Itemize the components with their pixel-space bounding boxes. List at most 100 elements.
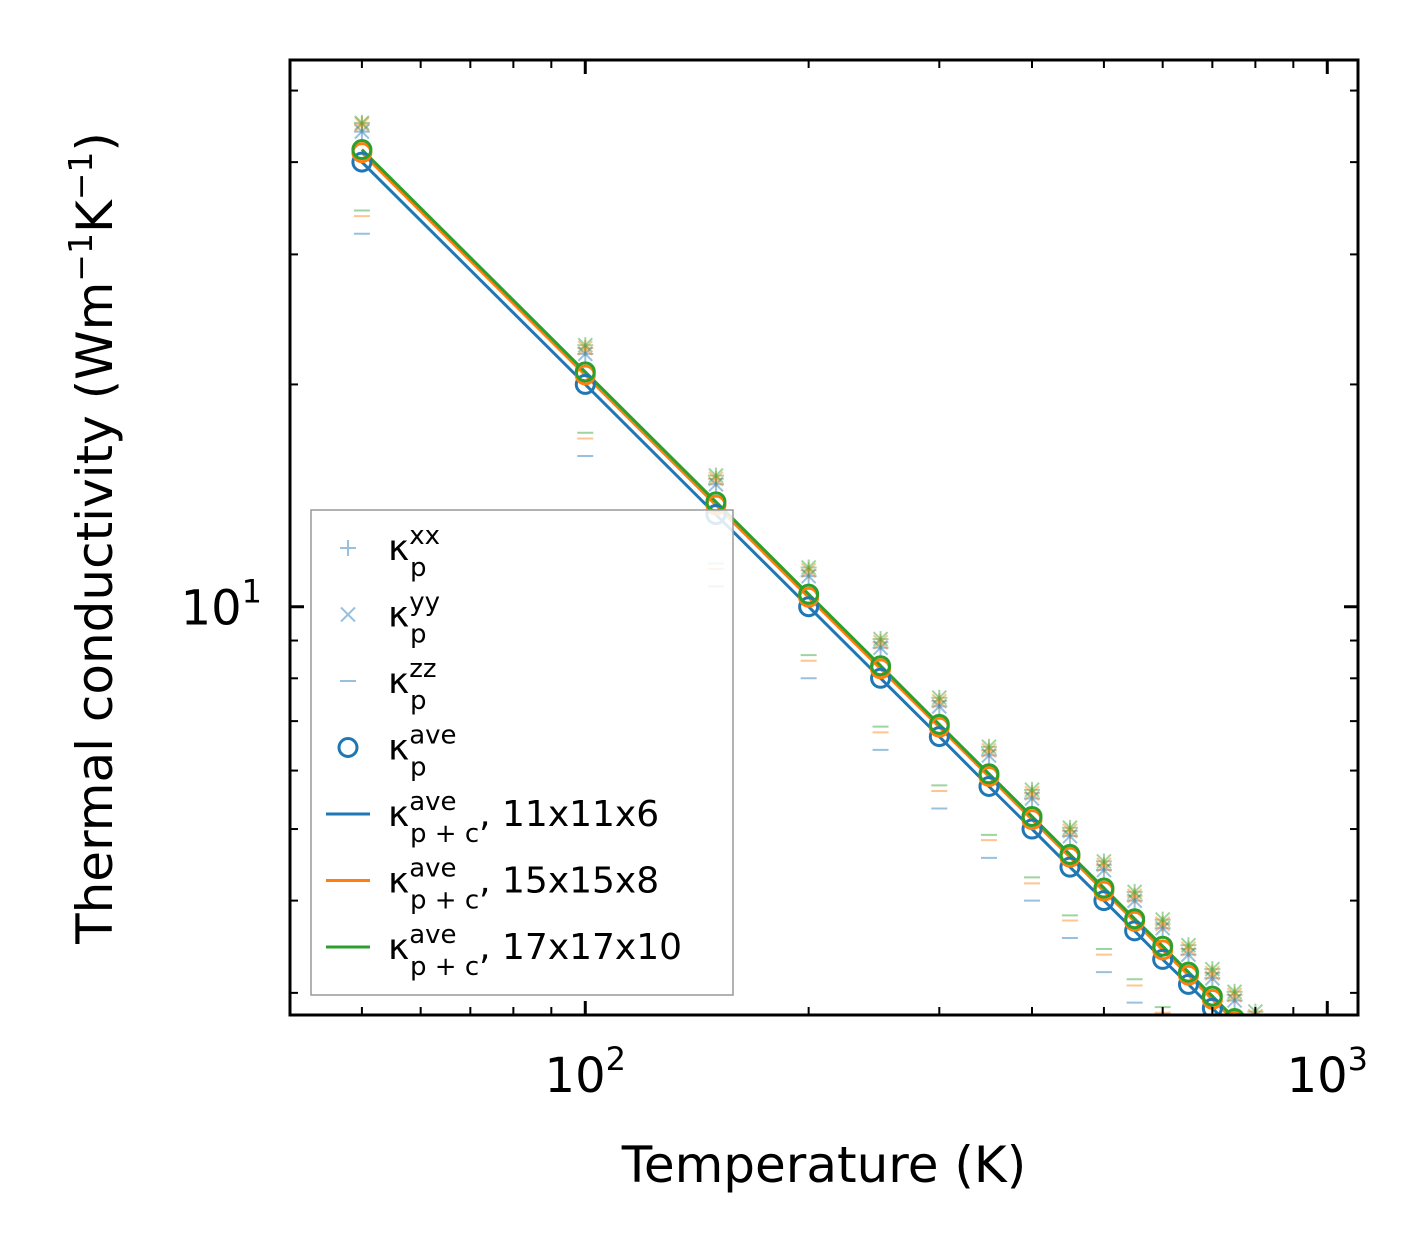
point-kp_ave-11x11x6 bbox=[1266, 1062, 1284, 1080]
point-kp_xx-17x17x10 bbox=[980, 738, 997, 755]
point-kp_xx-15x15x8 bbox=[353, 116, 370, 133]
legend-marker bbox=[337, 737, 359, 758]
point-kp_yy-17x17x10 bbox=[872, 631, 889, 647]
point-kp_xx-17x17x10 bbox=[1267, 1023, 1283, 1039]
point-kp_xx-11x11x6 bbox=[1024, 790, 1041, 807]
point-kp_yy-17x17x10 bbox=[1180, 937, 1197, 953]
point-kp_xx-11x11x6 bbox=[931, 698, 948, 715]
point-kp_ave-15x15x8 bbox=[1318, 1104, 1336, 1122]
point-kp_yy-11x11x6 bbox=[872, 640, 889, 656]
point-kp_yy-17x17x10 bbox=[1096, 853, 1112, 870]
point-kp_ave-11x11x6 bbox=[928, 726, 950, 748]
point-kp_yy-11x11x6 bbox=[1126, 892, 1143, 909]
point-kp_xx-17x17x10 bbox=[1204, 961, 1221, 978]
legend-marker bbox=[340, 540, 356, 556]
point-kp_ave-17x17x10 bbox=[1318, 1101, 1336, 1119]
point-kp_yy-11x11x6 bbox=[1062, 828, 1078, 844]
point-kp_xx-17x17x10 bbox=[707, 467, 724, 484]
point-kp_ave-11x11x6 bbox=[1226, 1021, 1244, 1039]
point-kp_yy-11x11x6 bbox=[1180, 946, 1197, 963]
point-kp_xx-15x15x8 bbox=[1154, 915, 1171, 932]
series-line-15x15x8 bbox=[360, 151, 1231, 1015]
point-kp_ave-11x11x6 bbox=[351, 151, 373, 173]
point-kp_yy-15x15x8 bbox=[1062, 823, 1078, 839]
point-kp_xx-15x15x8 bbox=[980, 742, 997, 759]
series-line-11x11x6 bbox=[360, 161, 1222, 1015]
point-kp_yy-17x17x10 bbox=[1226, 984, 1243, 1000]
point-kp_yy-11x11x6 bbox=[577, 346, 593, 362]
point-kp_xx-15x15x8 bbox=[1126, 887, 1143, 904]
point-kp_yy-15x15x8 bbox=[1268, 1028, 1282, 1042]
point-kp_yy-15x15x8 bbox=[1204, 965, 1221, 981]
point-kp_xx-15x15x8 bbox=[1024, 785, 1041, 802]
point-kp_xx-15x15x8 bbox=[1226, 987, 1243, 1004]
point-kp_yy-15x15x8 bbox=[872, 634, 889, 651]
legend-box bbox=[310, 509, 734, 996]
plot-frame bbox=[288, 58, 1360, 1017]
legend-entry: κave p bbox=[337, 721, 457, 783]
point-kp_yy-11x11x6 bbox=[931, 698, 948, 715]
point-kp_ave-17x17x10 bbox=[1124, 908, 1146, 930]
point-kp_xx-11x11x6 bbox=[1267, 1032, 1283, 1048]
point-kp_ave-11x11x6 bbox=[1021, 818, 1043, 840]
point-kp_yy-17x17x10 bbox=[1126, 884, 1143, 900]
legend-entry: κave p + c, 15x15x8 bbox=[326, 854, 659, 916]
x-tick-label: 103 bbox=[1287, 1040, 1368, 1104]
point-kp_xx-11x11x6 bbox=[1154, 920, 1171, 937]
legend-label: κave p + c, 11x11x6 bbox=[388, 787, 659, 849]
point-kp_ave-17x17x10 bbox=[574, 361, 596, 383]
legend-marker bbox=[340, 606, 356, 623]
point-kp_ave-17x17x10 bbox=[1177, 961, 1199, 983]
point-kp_xx-15x15x8 bbox=[707, 470, 724, 487]
point-kp_yy-17x17x10 bbox=[354, 115, 370, 131]
point-kp_yy-15x15x8 bbox=[981, 742, 997, 759]
point-kp_yy-11x11x6 bbox=[1268, 1033, 1282, 1047]
legend-label: κzz p bbox=[388, 654, 437, 716]
point-kp_yy-17x17x10 bbox=[981, 739, 997, 755]
point-kp_xx-15x15x8 bbox=[1267, 1027, 1283, 1043]
point-kp_yy-17x17x10 bbox=[1154, 911, 1171, 928]
point-kp_yy-17x17x10 bbox=[708, 467, 724, 484]
point-kp_yy-17x17x10 bbox=[1204, 961, 1221, 977]
point-kp_yy-15x15x8 bbox=[1154, 916, 1171, 932]
point-kp_ave-11x11x6 bbox=[1152, 948, 1174, 970]
point-kp_yy-17x17x10 bbox=[1268, 1024, 1282, 1038]
point-kp_ave-11x11x6 bbox=[1124, 920, 1146, 942]
point-kp_xx-15x15x8 bbox=[1180, 940, 1197, 957]
x-tick-label: 102 bbox=[545, 1040, 626, 1104]
point-kp_xx-17x17x10 bbox=[1154, 911, 1171, 928]
legend-entry: κxx p bbox=[340, 521, 440, 583]
point-kp_xx-15x15x8 bbox=[872, 634, 889, 651]
point-kp_xx-11x11x6 bbox=[1095, 862, 1112, 879]
point-kp_ave-11x11x6 bbox=[1177, 973, 1199, 995]
point-kp_yy-17x17x10 bbox=[577, 337, 593, 353]
point-kp_yy-11x11x6 bbox=[354, 123, 370, 140]
point-kp_yy-11x11x6 bbox=[981, 747, 997, 764]
legend-label: κxx p bbox=[388, 521, 440, 583]
point-kp_ave-11x11x6 bbox=[1059, 856, 1081, 878]
legend-entry: κyy p bbox=[340, 588, 440, 650]
point-kp_xx-11x11x6 bbox=[1180, 946, 1197, 963]
point-kp_xx-11x11x6 bbox=[353, 123, 370, 140]
point-kp_ave-11x11x6 bbox=[978, 775, 1000, 797]
point-kp_yy-15x15x8 bbox=[577, 340, 593, 356]
point-kp_ave-15x15x8 bbox=[1225, 1010, 1244, 1015]
point-kp_ave-17x17x10 bbox=[1093, 877, 1115, 899]
point-kp_xx-17x17x10 bbox=[1095, 853, 1112, 870]
point-kp_xx-17x17x10 bbox=[353, 114, 370, 131]
point-kp_ave-15x15x8 bbox=[1246, 1032, 1264, 1050]
point-kp_xx-11x11x6 bbox=[872, 639, 889, 656]
point-kp_ave-17x17x10 bbox=[978, 763, 1000, 785]
legend-entry: κave p + c, 11x11x6 bbox=[326, 787, 659, 849]
point-kp_ave-11x11x6 bbox=[798, 596, 820, 618]
point-kp_yy-15x15x8 bbox=[800, 562, 817, 579]
point-kp_xx-11x11x6 bbox=[980, 747, 997, 764]
point-kp_ave-17x17x10 bbox=[928, 713, 950, 735]
y-axis-label: Thermal conductivity (Wm−1K−1) bbox=[61, 132, 124, 945]
point-kp_ave-11x11x6 bbox=[1318, 1114, 1336, 1132]
point-kp_ave-11x11x6 bbox=[870, 667, 892, 689]
point-kp_xx-11x11x6 bbox=[800, 568, 817, 585]
point-kp_yy-15x15x8 bbox=[1180, 941, 1197, 957]
legend-entry: κzz p bbox=[340, 654, 437, 716]
